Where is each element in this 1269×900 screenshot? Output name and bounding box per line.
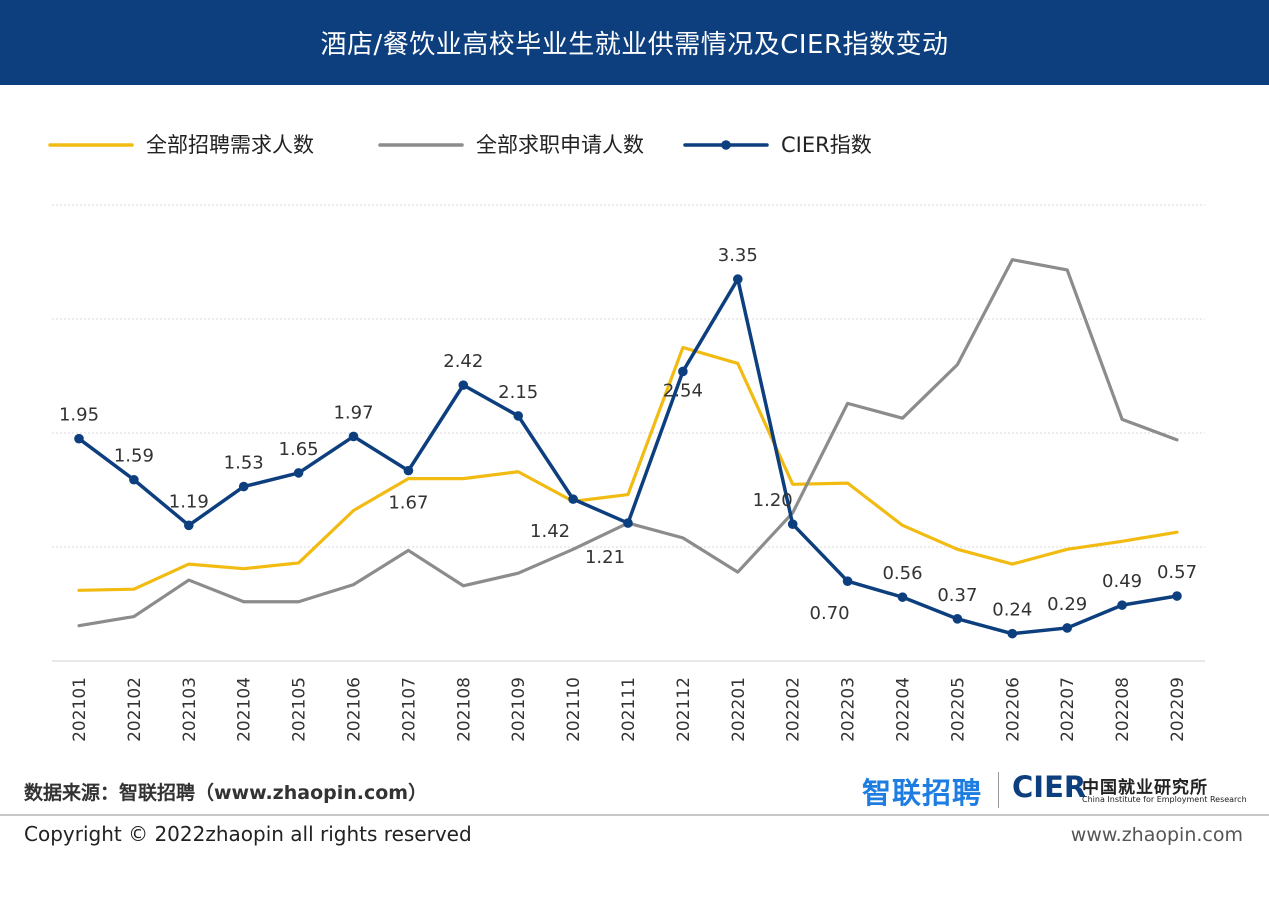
x-tick-label: 202202: [784, 677, 804, 742]
x-tick-label: 202112: [674, 677, 694, 742]
x-tick-label: 202109: [509, 677, 529, 742]
cier-point: [678, 366, 688, 377]
legend-marker: [721, 140, 731, 150]
x-tick-label: 202108: [454, 677, 474, 742]
cier-logo-cn: 中国就业研究所: [1082, 778, 1208, 798]
x-tick-label: 202101: [70, 677, 90, 742]
cier-data-label: 1.53: [224, 453, 264, 474]
x-tick-label: 202106: [345, 677, 365, 742]
x-tick-label: 202206: [1003, 677, 1023, 742]
cier-point: [1007, 628, 1018, 639]
x-tick-label: 202203: [839, 677, 859, 742]
cier-point: [513, 411, 523, 421]
x-tick-label: 202102: [125, 677, 145, 742]
cier-data-label: 1.67: [388, 493, 428, 514]
cier-point: [568, 494, 578, 504]
cier-data-label: 0.57: [1157, 562, 1197, 583]
cier-point: [293, 468, 304, 478]
data-source-note: 数据来源：智联招聘（www.zhaopin.com）: [24, 782, 428, 804]
x-tick-label: 202110: [564, 677, 584, 742]
cier-data-label: 1.59: [114, 446, 154, 467]
cier-logo-en: China Institute for Employment Research: [1082, 795, 1247, 804]
x-tick-label: 202103: [180, 677, 200, 742]
cier-point: [842, 576, 853, 586]
cier-point: [897, 592, 908, 602]
cier-data-label: 2.54: [663, 380, 703, 401]
cier-data-label: 3.35: [718, 245, 758, 266]
legend-label: 全部招聘需求人数: [146, 133, 314, 157]
cier-point: [1117, 600, 1127, 610]
cier-point: [184, 520, 194, 531]
cier-data-label: 1.21: [585, 547, 625, 568]
cier-point: [952, 614, 963, 624]
cier-data-label: 2.42: [443, 351, 483, 372]
x-tick-label: 202204: [894, 677, 914, 742]
page-title: 酒店/餐饮业高校毕业生就业供需情况及CIER指数变动: [320, 30, 949, 60]
cier-data-label: 1.42: [530, 521, 570, 542]
cier-point: [1062, 623, 1072, 633]
cier-point: [403, 465, 414, 476]
cier-point: [623, 518, 633, 528]
logo-separator: [998, 772, 999, 808]
cier-data-label: 0.49: [1102, 571, 1142, 592]
x-tick-label: 202208: [1113, 677, 1133, 742]
series-line-1: [77, 345, 1179, 592]
x-tick-label: 202201: [729, 677, 749, 742]
cier-data-label: 1.19: [169, 491, 209, 512]
cier-point: [129, 474, 139, 485]
x-tick-label: 202207: [1058, 677, 1078, 742]
zhaopin-logo: 智联招聘: [862, 776, 983, 810]
cier-point: [348, 431, 359, 442]
cier-point: [74, 433, 84, 444]
x-tick-label: 202205: [948, 677, 968, 742]
cier-data-label: 0.37: [937, 585, 977, 606]
cier-data-label: 1.65: [279, 439, 319, 460]
cier-point: [733, 274, 743, 284]
footer-divider: [0, 814, 1269, 816]
copyright-text: Copyright © 2022zhaopin all rights reser…: [24, 822, 472, 846]
cier-data-label: 1.97: [333, 402, 373, 423]
cier-data-label: 2.15: [498, 382, 538, 403]
legend-label: 全部求职申请人数: [476, 133, 644, 157]
cier-data-label: 0.29: [1047, 594, 1087, 615]
cier-point: [787, 519, 798, 529]
cier-data-label: 1.20: [753, 490, 793, 511]
cier-data-label: 0.70: [810, 603, 850, 624]
series-line-2: [77, 258, 1179, 628]
cier-logo: CIER: [1012, 770, 1087, 804]
title-bar: 酒店/餐饮业高校毕业生就业供需情况及CIER指数变动: [0, 0, 1269, 85]
x-tick-label: 202107: [399, 677, 419, 742]
cier-point: [1172, 591, 1182, 601]
legend-label: CIER指数: [781, 133, 872, 157]
x-tick-label: 202104: [235, 677, 255, 742]
cier-point: [238, 481, 249, 492]
line-chart: 202101 202102 202103 202104 202105 202106 2021…: [48, 133, 1205, 742]
cier-data-label: 0.56: [882, 563, 922, 584]
site-url: www.zhaopin.com: [1070, 824, 1243, 846]
x-tick-label: 202111: [619, 677, 639, 742]
x-tick-label: 202209: [1168, 677, 1188, 742]
x-tick-label: 202105: [290, 677, 310, 742]
cier-point: [458, 380, 469, 390]
cier-data-label: 0.24: [992, 600, 1032, 621]
cier-data-label: 1.95: [59, 405, 99, 426]
